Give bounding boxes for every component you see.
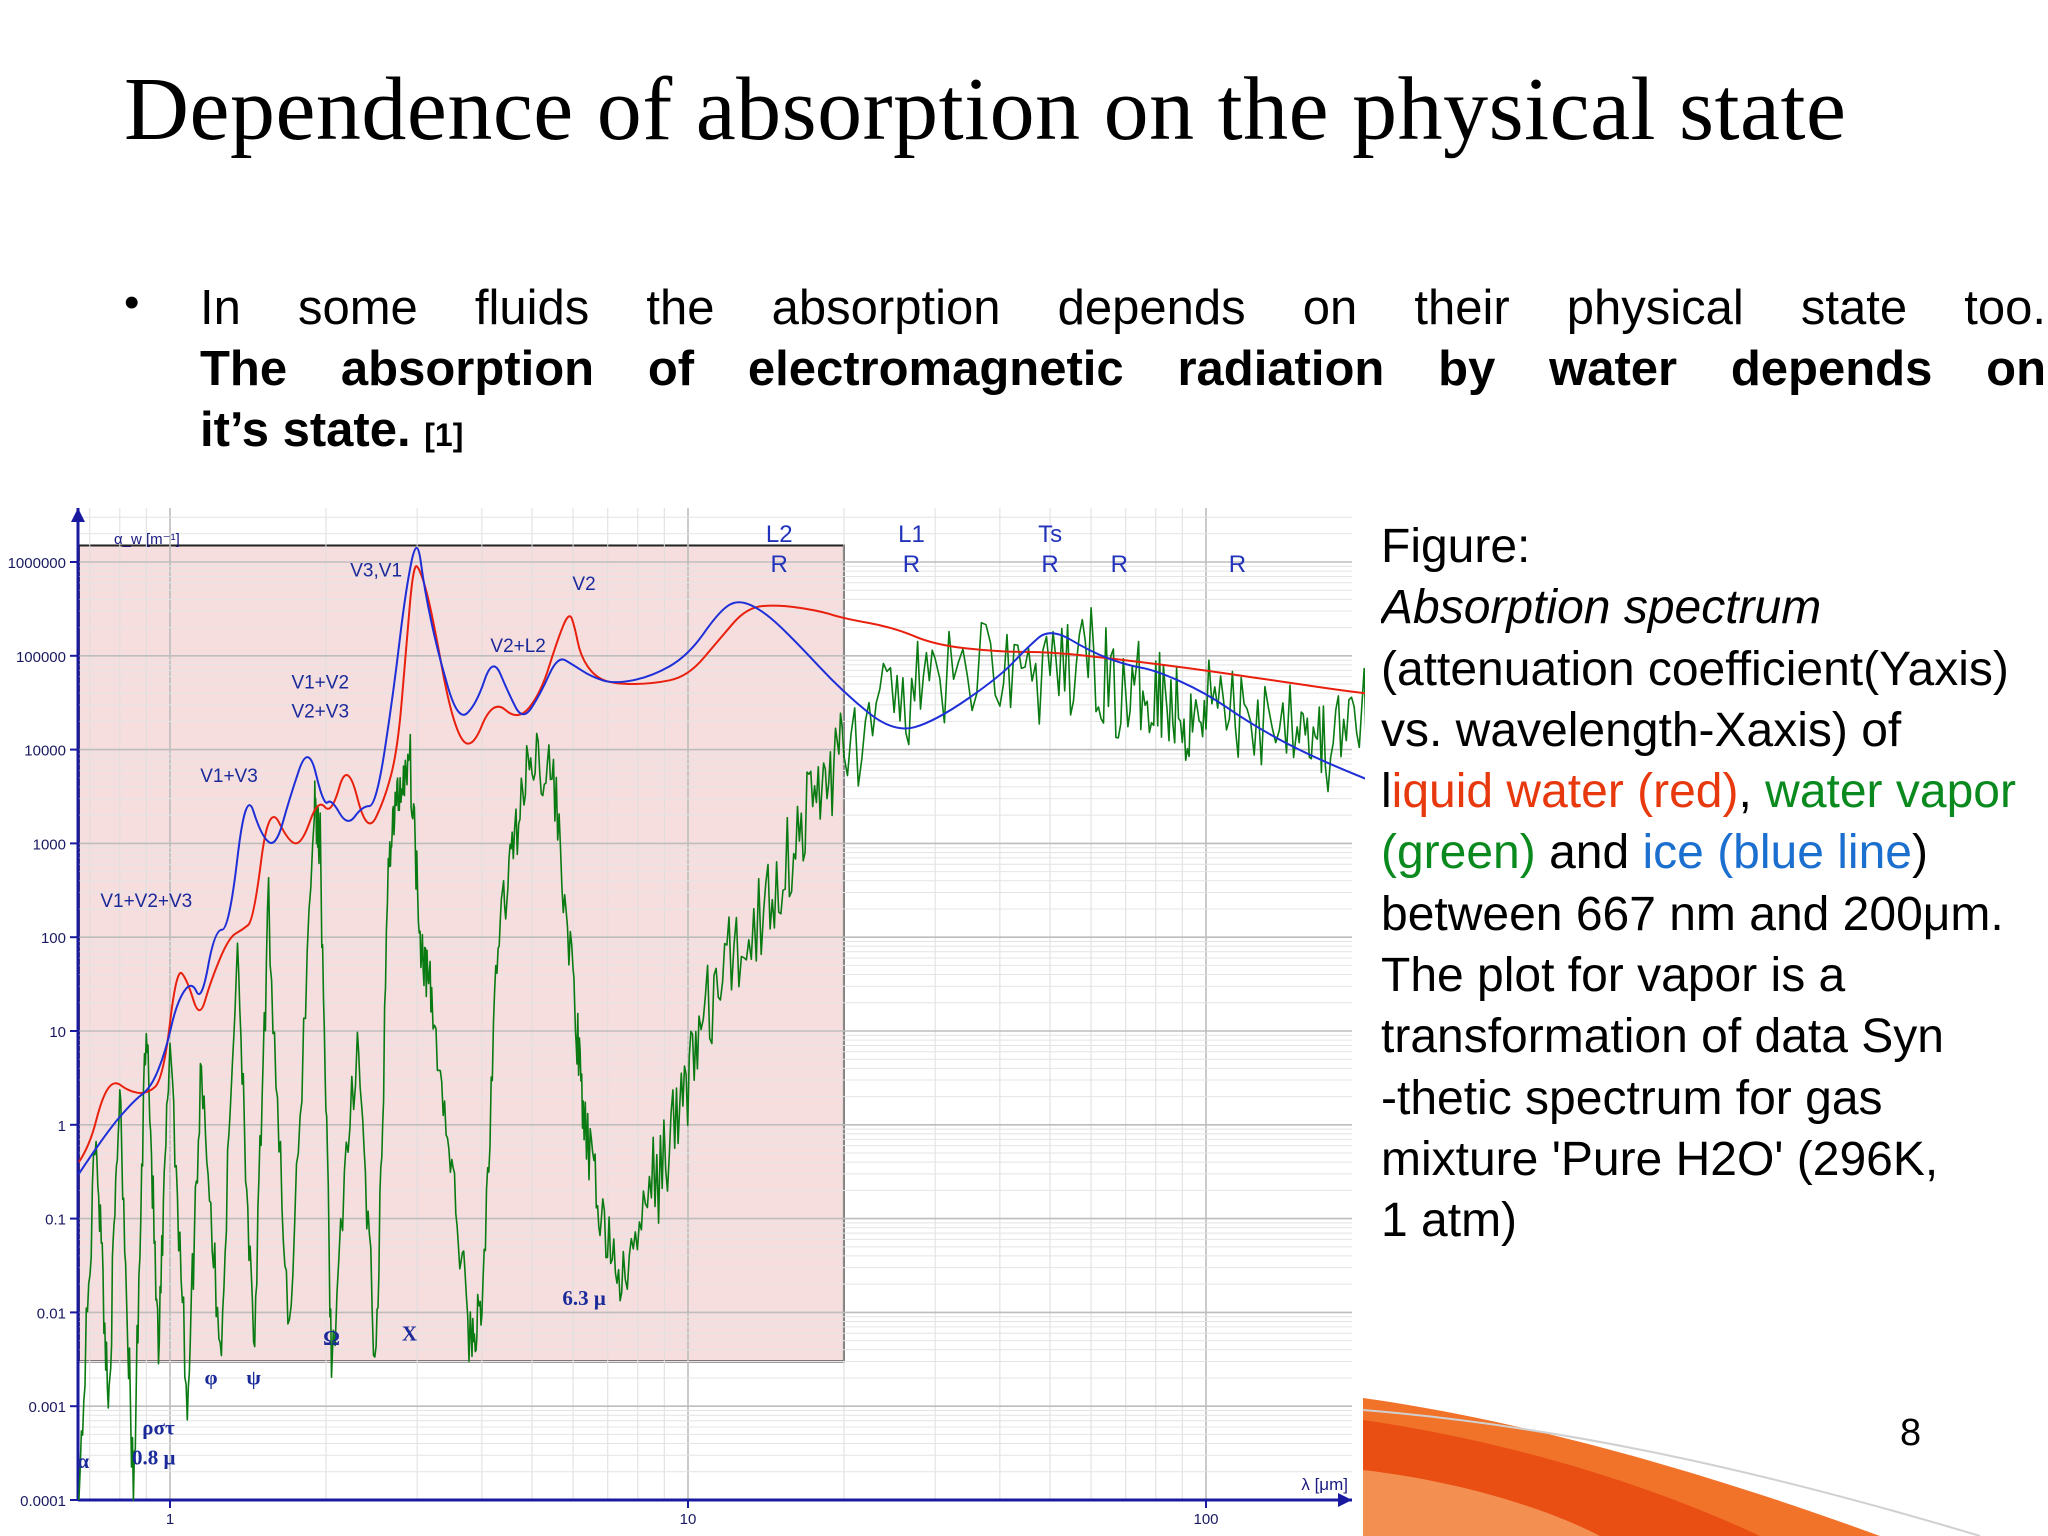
caption-line-8: The plot for vapor is a [1381, 949, 1846, 1003]
annotation-greek: ψ [246, 1366, 261, 1390]
bullet-line-3-text: it’s state. [200, 403, 411, 457]
annotation-greek: 0.8 μ [132, 1445, 176, 1469]
caption-5c: , [1738, 765, 1766, 819]
annotation-greek: X [402, 1322, 417, 1346]
caption-line-10: -thetic spectrum for gas [1381, 1071, 1883, 1125]
caption-line-11: mixture 'Pure H2O' (296K, [1381, 1132, 1939, 1186]
annotation-band: V1+V3 [200, 766, 258, 787]
caption-line-2: Absorption spectrum [1381, 581, 1822, 635]
bullet-line-1: In some fluids the absorption depends on… [200, 281, 2046, 335]
annotation-band: V2+V3 [291, 701, 349, 722]
series-ice-line [78, 546, 1365, 1175]
annotation-greek: ρστ [142, 1415, 175, 1439]
caption-line-1: Figure: [1381, 520, 1531, 573]
slide-title: Dependence of absorption on the physical… [124, 60, 1847, 159]
annotation-band: V2 [572, 574, 595, 595]
y-tick-label: 100 [41, 930, 66, 947]
caption-liquid-water: iquid water (red) [1391, 765, 1739, 819]
annotation-top: R [771, 551, 788, 578]
x-axis-arrow-icon [1338, 1493, 1352, 1507]
absorption-chart: 0.0001 0.001 0.01 0.1 1 10 100 1000 10000 100000 1… [0, 500, 1365, 1536]
x-tick-label: 100 [1193, 1511, 1218, 1528]
caption-5a: l [1381, 765, 1392, 819]
annotation-top: R [1229, 551, 1246, 578]
chart-svg: 0.0001 0.001 0.01 0.1 1 10 100 1000 10000 100000 1… [8, 508, 1365, 1528]
annotation-top: L1 [898, 521, 925, 548]
y-tick-label: 0.0001 [20, 1493, 66, 1510]
caption-line-7: between 667 nm and 200μm. [1381, 887, 2004, 941]
caption-line-4: vs. wavelength-Xaxis) of [1381, 703, 1902, 757]
annotation-greek: Ω [323, 1326, 340, 1350]
y-axis-arrow-icon [71, 508, 85, 522]
y-tick-label: 0.001 [28, 1399, 66, 1416]
annotation-top: R [1041, 551, 1058, 578]
highlight-box [77, 544, 845, 1363]
annotation-top: Ts [1038, 521, 1062, 548]
caption-paren: ) [1911, 826, 1928, 880]
citation: [1] [424, 417, 464, 453]
bullet-dot-icon: • [124, 278, 140, 327]
caption-and: and [1535, 826, 1643, 880]
x-tick-label: 1 [166, 1511, 174, 1528]
y-tick-label: 0.01 [37, 1305, 66, 1322]
y-axis-label: α_w [m⁻¹] [114, 531, 180, 548]
x-axis-label: λ [μm] [1301, 1475, 1348, 1494]
annotation-band: V1+V2+V3 [100, 891, 192, 912]
y-tick-label: 1000000 [8, 555, 66, 572]
annotation-top: L2 [766, 521, 793, 548]
caption-ice: ice (blue line [1642, 826, 1912, 880]
annotation-greek: 6.3 μ [562, 1286, 606, 1310]
caption-green: (green) [1381, 826, 1536, 880]
annotation-band: V2+L2 [490, 636, 545, 657]
caption-line-3: (attenuation coefficient(Yaxis) [1381, 642, 2009, 696]
y-tick-label: 10 [49, 1024, 66, 1041]
caption-line-12: 1 atm) [1381, 1194, 1518, 1248]
annotation-top: R [903, 551, 920, 578]
annotation-top: R [1111, 551, 1128, 578]
bullet-line-2: The absorption of electromagnetic radiat… [200, 342, 2046, 396]
y-tick-label: 100000 [16, 649, 66, 666]
caption-water-vapor: water vapor [1765, 765, 2016, 819]
caption-line-5: liquid water (red), water vapor [1381, 761, 2048, 822]
x-tick-label: 10 [680, 1511, 697, 1528]
annotation-greek: α [77, 1449, 89, 1473]
y-tick-label: 10000 [24, 743, 66, 760]
annotation-greek: φ [204, 1366, 217, 1390]
annotation-band: V1+V2 [291, 672, 349, 693]
figure-caption: Figure: Absorption spectrum (attenuation… [1381, 516, 2048, 1252]
y-tick-label: 1 [58, 1118, 66, 1135]
bullet-line-3: it’s state. [1] [200, 400, 2046, 465]
y-tick-label: 1000 [33, 836, 66, 853]
caption-line-6: (green) and ice (blue line) [1381, 822, 2048, 883]
page-number: 8 [1900, 1412, 1922, 1454]
caption-line-9: transformation of data Syn [1381, 1010, 1944, 1064]
annotation-band: V3,V1 [350, 561, 402, 582]
y-tick-label: 0.1 [45, 1212, 66, 1229]
series-vapor-line [78, 607, 1365, 1501]
